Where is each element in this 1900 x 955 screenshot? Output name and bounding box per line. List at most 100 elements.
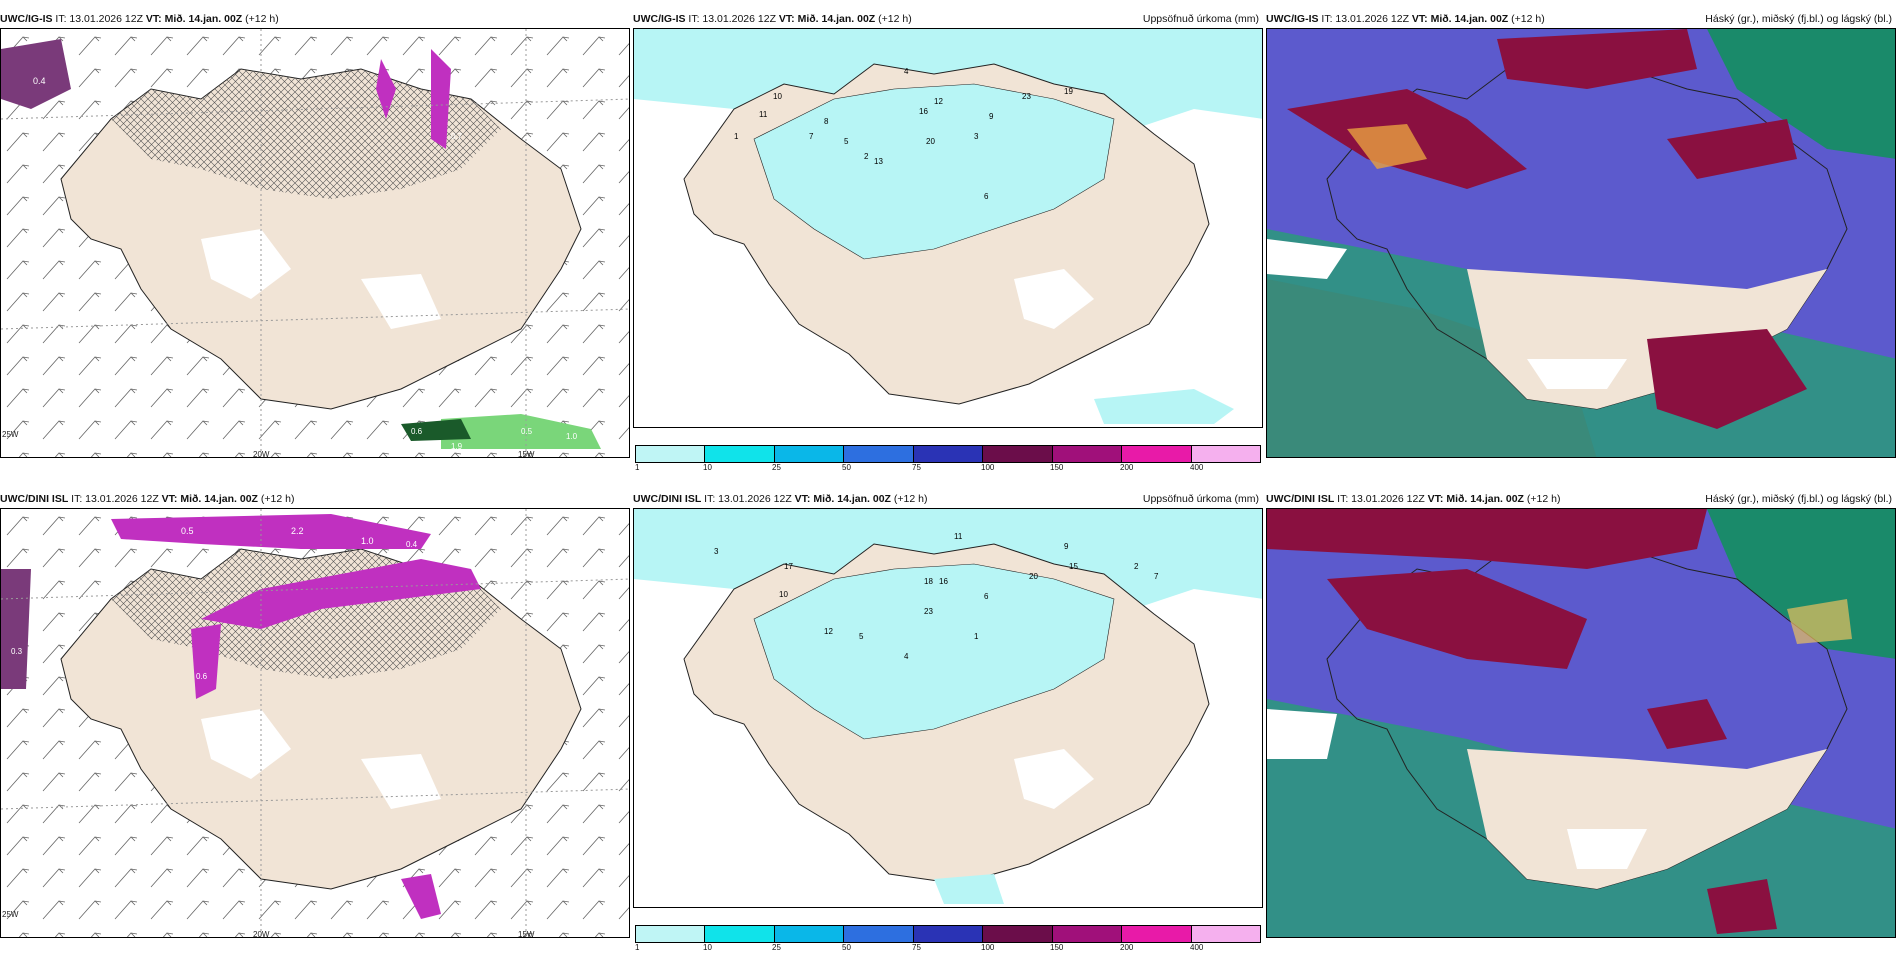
lon-label: 15W xyxy=(518,450,535,459)
precip-label: 11 xyxy=(954,532,963,541)
panel-r2-clouds: UWC/DINI ISL IT: 13.01.2026 12Z VT: Mið.… xyxy=(1266,490,1896,955)
precip-label: 4 xyxy=(904,67,909,76)
ice-label: 1.0 xyxy=(566,432,578,441)
cbar-tick: 400 xyxy=(1190,943,1204,952)
precip-label: 5 xyxy=(844,137,849,146)
cbar-swatch xyxy=(636,926,706,942)
panel-title: UWC/DINI ISL IT: 13.01.2026 12Z VT: Mið.… xyxy=(0,490,630,508)
precip-label: 15 xyxy=(1069,562,1078,571)
valid-time: VT: Mið. 14.jan. 00Z xyxy=(1427,493,1524,505)
init-time: IT: 13.01.2026 12Z xyxy=(1321,13,1409,25)
model-name: UWC/DINI ISL xyxy=(0,493,69,505)
lead-time: (+12 h) xyxy=(245,13,279,25)
panel-title: UWC/IG-IS IT: 13.01.2026 12Z VT: Mið. 14… xyxy=(1266,10,1896,28)
valid-time: VT: Mið. 14.jan. 00Z xyxy=(778,13,876,25)
lead-time: (+12 h) xyxy=(878,13,912,25)
valid-time: VT: Mið. 14.jan. 00Z xyxy=(145,13,243,25)
valid-time: VT: Mið. 14.jan. 00Z xyxy=(161,493,258,505)
lon-label: 20W xyxy=(253,930,270,939)
cbar-tick: 200 xyxy=(1120,463,1134,472)
precip-label: 4 xyxy=(904,652,909,661)
init-time: IT: 13.01.2026 12Z xyxy=(704,493,792,505)
lead-time: (+12 h) xyxy=(1511,13,1545,25)
cbar-tick: 100 xyxy=(981,943,995,952)
ice-label: 0.7 xyxy=(451,132,463,141)
cbar-tick: 150 xyxy=(1050,943,1064,952)
ice-label: 0.7 xyxy=(451,557,463,566)
init-time: IT: 13.01.2026 12Z xyxy=(55,13,143,25)
model-name: UWC/IG-IS xyxy=(1266,13,1319,25)
precip-map: 10 11 4 12 16 23 19 2 5 7 8 3 13 20 6 1 … xyxy=(633,28,1263,428)
cbar-swatch xyxy=(705,446,775,462)
valid-time: VT: Mið. 14.jan. 00Z xyxy=(794,493,891,505)
precip-label: 3 xyxy=(974,132,979,141)
cbar-tick: 10 xyxy=(703,943,712,952)
precip-label: 19 xyxy=(1064,87,1073,96)
precip-label: 7 xyxy=(809,132,814,141)
cbar-swatch xyxy=(636,446,706,462)
model-name: UWC/DINI ISL xyxy=(1266,493,1335,505)
precip-label: 20 xyxy=(926,137,935,146)
panel-r1-clouds: UWC/IG-IS IT: 13.01.2026 12Z VT: Mið. 14… xyxy=(1266,10,1896,475)
ice-label: 0.5 xyxy=(521,427,533,436)
cbar-swatch xyxy=(1191,446,1260,462)
precip-label: 6 xyxy=(984,592,989,601)
ice-label: 2.2 xyxy=(291,526,304,536)
init-time: IT: 13.01.2026 12Z xyxy=(71,493,159,505)
precip-label: 16 xyxy=(939,577,948,586)
cbar-tick: 25 xyxy=(772,943,781,952)
field-title: Uppsöfnuð úrkoma (mm) xyxy=(1142,493,1259,505)
ice-label: 0.6 xyxy=(411,427,423,436)
cbar-tick: 150 xyxy=(1050,463,1064,472)
wind-map: 0.5 2.2 1.0 0.4 0.7 0.6 0.3 xyxy=(0,508,630,938)
ice-label: 0.5 xyxy=(181,526,194,536)
cbar-tick: 1 xyxy=(635,943,640,952)
panel-r2-precip: UWC/DINI ISL IT: 13.01.2026 12Z VT: Mið.… xyxy=(633,490,1263,955)
precip-label: 2 xyxy=(864,152,869,161)
cbar-tick: 50 xyxy=(842,463,851,472)
lon-label: 15W xyxy=(518,930,535,939)
cbar-tick: 25 xyxy=(772,463,781,472)
precip-label: 12 xyxy=(824,627,833,636)
ice-label: 0.4 xyxy=(406,540,418,549)
precip-label: 8 xyxy=(824,117,829,126)
precip-label: 7 xyxy=(1154,572,1159,581)
precip-label: 18 xyxy=(924,577,933,586)
field-title: Uppsöfnuð úrkoma (mm) xyxy=(1142,13,1259,25)
ice-label: 0.4 xyxy=(33,76,46,86)
cbar-tick: 75 xyxy=(912,463,921,472)
cloud-map xyxy=(1266,508,1896,938)
precip-label: 12 xyxy=(934,97,943,106)
ice-label: 0.6 xyxy=(196,672,208,681)
panel-r2-wind: UWC/DINI ISL IT: 13.01.2026 12Z VT: Mið.… xyxy=(0,490,630,955)
cbar-swatch xyxy=(1191,926,1260,942)
precip-label: 9 xyxy=(1064,542,1069,551)
panel-title: UWC/DINI ISL IT: 13.01.2026 12Z VT: Mið.… xyxy=(1266,490,1896,508)
cbar-tick: 1 xyxy=(635,463,640,472)
model-name: UWC/IG-IS xyxy=(0,13,53,25)
precip-label: 1 xyxy=(734,132,739,141)
ice-label: 1.0 xyxy=(361,536,374,546)
panel-r1-precip: UWC/IG-IS IT: 13.01.2026 12Z VT: Mið. 14… xyxy=(633,10,1263,475)
precip-label: 5 xyxy=(859,632,864,641)
cbar-swatch xyxy=(844,446,914,462)
lead-time: (+12 h) xyxy=(1526,493,1561,505)
model-name: UWC/IG-IS xyxy=(633,13,686,25)
cbar-swatch xyxy=(1052,926,1123,942)
precip-label: 13 xyxy=(874,157,883,166)
precip-label: 23 xyxy=(1022,92,1031,101)
colorbar-ticks: 1 10 25 50 75 100 150 200 400 xyxy=(635,943,1261,955)
cbar-swatch xyxy=(913,446,984,462)
precip-label: 3 xyxy=(714,547,719,556)
precip-label: 1 xyxy=(974,632,979,641)
precip-label: 11 xyxy=(759,110,768,119)
panel-title: UWC/DINI ISL IT: 13.01.2026 12Z VT: Mið.… xyxy=(633,490,1263,508)
precip-label: 6 xyxy=(984,192,989,201)
cbar-swatch xyxy=(1122,926,1192,942)
cbar-swatch xyxy=(774,446,845,462)
cbar-tick: 75 xyxy=(912,943,921,952)
precip-label: 23 xyxy=(924,607,933,616)
cbar-tick: 200 xyxy=(1120,943,1134,952)
cloud-map xyxy=(1266,28,1896,458)
precip-label: 2 xyxy=(1134,562,1139,571)
